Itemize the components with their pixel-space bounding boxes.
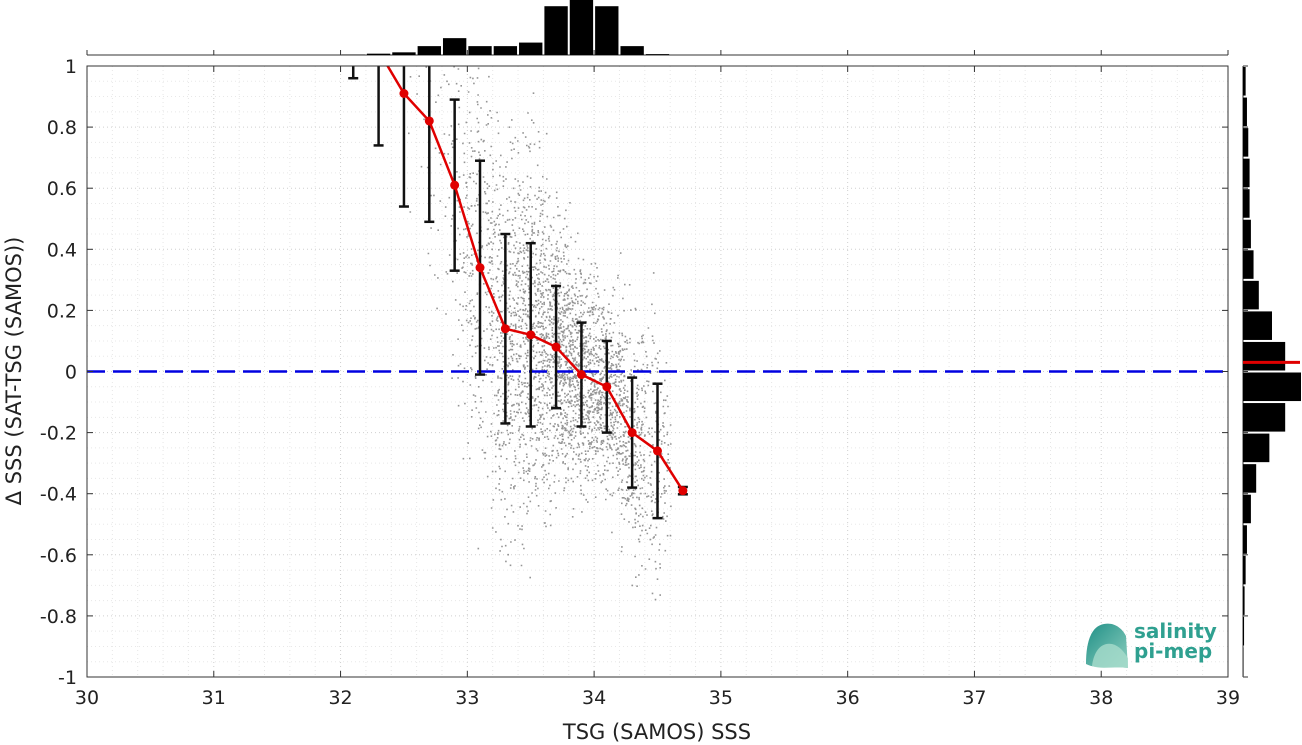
binned-mean-point [399,88,409,98]
y-tick-label: -1 [58,667,77,689]
binned-mean-point [653,446,662,456]
x-tick-label: 37 [962,687,986,709]
top-histogram-ticks [86,50,1229,55]
y-tick-label: -0.6 [40,545,77,567]
binned-mean-point [450,180,460,190]
top-histogram [86,0,1229,56]
binned-mean-point [475,263,485,273]
binned-mean-point [627,428,637,438]
top-histogram-bar [392,52,416,55]
logo-wave-icon-front [1092,643,1128,668]
top-histogram-bar [442,38,467,55]
top-histogram-bars [341,0,670,55]
side-histogram-bar [1243,128,1249,157]
side-histogram-bar [1243,280,1259,310]
side-histogram-bar [1243,219,1251,249]
side-histogram-ticks [1243,65,1248,678]
x-tick-label: 39 [1216,687,1240,709]
side-histogram-bar [1243,616,1245,646]
binned-mean-markers [349,0,688,496]
x-tick-labels: 30 31 32 33 34 35 36 37 38 39 [75,687,1240,709]
side-histogram-bar [1243,586,1245,615]
side-histogram-bar [1243,311,1272,340]
side-histogram-bar [1243,555,1246,585]
x-tick-label: 30 [75,687,99,709]
y-tick-label: 0 [65,362,77,384]
top-histogram-bar [645,54,670,55]
side-histogram-bar [1243,433,1270,463]
x-tick-label: 33 [455,687,479,709]
y-tick-label: 0.8 [47,117,77,139]
side-histogram-bar [1243,250,1254,279]
x-tick-label: 35 [709,687,733,709]
binned-mean-point [349,0,358,9]
main-plot: 30 31 32 33 34 35 36 37 38 39 1 0.8 0.6 0.4 0.2 0 -0.2 -… [2,0,1240,744]
y-tick-label: 0.4 [47,239,77,261]
y-tick-label: 0.6 [47,178,77,200]
binned-mean-line [386,66,684,492]
logo-line2: pi-mep [1134,639,1212,663]
side-histogram-bar [1243,403,1286,432]
side-histogram [1242,65,1301,678]
y-axis-label: Δ SSS (SAT-TSG (SAMOS)) [2,237,26,506]
binned-mean-point [678,486,688,496]
binned-mean-point [424,116,434,126]
y-tick-label: 0.2 [47,300,77,322]
x-tick-label: 32 [328,687,352,709]
scatter-points [408,66,672,601]
scatter-point-cloud [408,66,672,601]
top-histogram-bar [468,46,492,55]
binned-mean-point [526,330,536,340]
binned-mean-point [500,324,510,334]
salinity-pi-mep-logo: salinity pi-mep [1086,619,1217,668]
side-histogram-bar [1243,341,1286,371]
y-tick-label: 1 [65,56,77,78]
side-histogram-bar [1243,525,1247,554]
axis-ticks [86,65,1229,678]
x-axis-label: TSG (SAMOS) SSS [562,720,751,744]
side-histogram-bar [1243,97,1247,127]
side-histogram-bar [1243,464,1257,493]
binned-mean-point [602,382,612,392]
side-histogram-bars [1243,67,1301,676]
binned-mean-point [576,370,586,380]
top-histogram-bar [595,6,619,55]
binned-mean-point [551,342,561,352]
side-histogram-bar [1243,67,1246,96]
side-histogram-bar [1243,158,1250,188]
top-histogram-bar [544,6,568,55]
side-histogram-bar [1243,647,1244,676]
top-histogram-bar [519,42,543,55]
side-histogram-bar [1243,189,1250,218]
top-histogram-bar [620,46,644,55]
y-tick-label: -0.4 [40,484,77,506]
side-histogram-bar [1243,494,1251,524]
y-tick-labels: 1 0.8 0.6 0.4 0.2 0 -0.2 -0.4 -0.6 -0.8 -1 [40,56,77,689]
top-histogram-bar [493,46,518,55]
x-tick-label: 31 [202,687,226,709]
logo-line1: salinity [1134,619,1217,643]
x-tick-label: 36 [836,687,860,709]
y-tick-label: -0.2 [40,423,77,445]
side-histogram-bar [1243,372,1301,402]
top-histogram-bar [569,0,594,55]
x-tick-label: 34 [582,687,606,709]
y-tick-label: -0.8 [40,606,77,628]
top-histogram-bar [417,46,441,55]
top-histogram-bar [366,53,391,55]
x-tick-label: 38 [1089,687,1113,709]
